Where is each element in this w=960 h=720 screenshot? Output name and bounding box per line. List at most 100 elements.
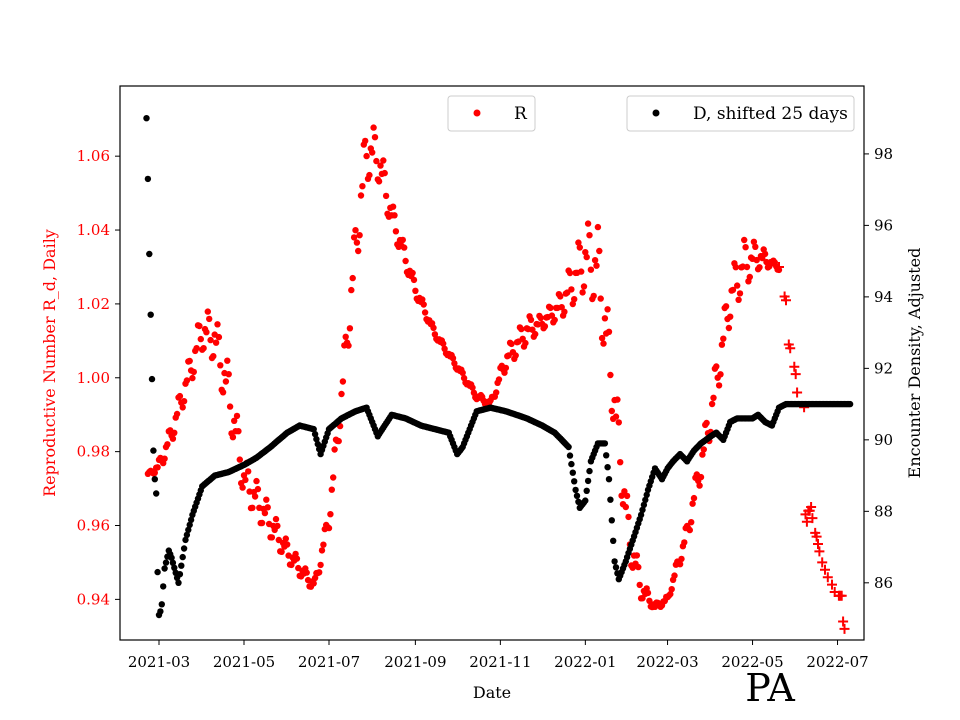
r-point [717,371,724,378]
r-point [251,493,259,500]
r-point [743,263,751,271]
r-point [700,446,707,453]
r-point [164,441,171,448]
r-point [734,282,741,289]
d-point [611,558,618,565]
r-point [583,253,590,261]
r-point [625,513,632,521]
legend-r: R [447,95,536,132]
d-point [161,565,168,572]
d-point [144,175,152,183]
d-point [158,601,165,608]
legend-r-label: R [514,104,528,124]
r-point [335,437,342,445]
r-point [212,339,220,346]
r-point [522,339,529,347]
r-point [190,368,197,376]
r-point [310,580,317,587]
r-point [258,519,266,527]
r-point [600,340,607,347]
d-point [314,440,321,448]
r-point [389,203,397,210]
r-series-projection [774,262,850,634]
r-point [710,394,717,401]
r-point [318,547,326,554]
right-y-tick-label: 86 [874,574,893,592]
r-point [512,352,519,359]
r-point [604,306,611,313]
r-point [725,324,733,332]
region-annotation: PA [745,666,795,710]
r-projection-marker [813,539,823,549]
r-projection-marker [817,557,828,568]
r-projection-marker [838,616,849,627]
r-point [409,269,416,277]
r-point [154,464,161,471]
d-point [568,460,575,468]
r-point [225,371,232,378]
r-point [245,468,252,475]
r-point [176,392,184,400]
r-point [532,330,539,338]
r-point [720,335,727,342]
r-point [401,244,408,251]
r-point [239,484,246,491]
r-point [449,355,457,362]
r-point [293,555,301,562]
r-point [381,169,388,177]
r-point [350,234,358,241]
r-point [261,509,269,517]
r-point [331,446,338,453]
r-point [518,325,525,333]
r-point [375,178,383,185]
x-tick-label: 2021-05 [213,653,275,671]
r-projection-marker [781,295,791,306]
left-y-tick-label: 1.02 [77,295,110,313]
r-point [715,382,723,389]
d-point [185,526,192,534]
r-point [345,342,352,349]
r-point [253,477,260,485]
r-point [327,511,334,518]
r-point [596,247,603,255]
r-point [597,295,604,302]
d-point [160,583,167,590]
r-point [169,435,177,442]
d-point [168,554,175,561]
d-point [565,443,572,451]
r-point [203,329,210,336]
plot-frame [119,85,865,641]
r-point [495,376,503,383]
r-point [183,377,191,384]
r-point [382,192,390,200]
r-point [646,597,653,604]
d-point [183,531,191,539]
r-point [696,482,703,489]
right-y-axis-title: Encounter Density, Adjusted [905,248,924,479]
r-point [229,434,237,441]
r-point [353,239,361,246]
d-point [153,490,160,497]
r-point [582,249,589,256]
d-point [637,511,645,519]
r-point [362,137,369,145]
r-point [325,524,333,532]
d-point [610,537,617,544]
r-point [317,561,324,569]
r-point [352,227,359,234]
d-point [846,400,854,408]
d-point [569,469,576,476]
left-y-tick-label: 0.98 [77,443,110,461]
r-point [373,157,380,165]
left-y-tick-label: 1.06 [77,147,110,165]
r-point [587,266,595,273]
r-point [328,486,335,493]
x-tick-label: 2022-01 [554,653,616,671]
d-point [582,497,589,504]
r-point [440,340,447,347]
r-projection-marker [806,502,817,512]
r-point [274,522,281,530]
r-point [338,390,345,398]
r-projection-marker [790,369,801,380]
